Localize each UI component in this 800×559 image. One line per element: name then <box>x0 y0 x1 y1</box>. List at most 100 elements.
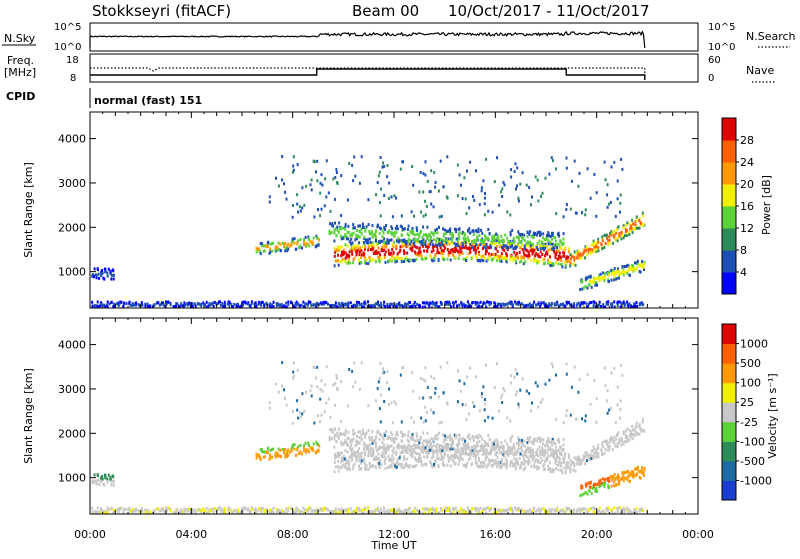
power-cell <box>613 300 616 304</box>
power-cell <box>322 301 325 305</box>
velocity-cell <box>479 465 482 469</box>
velocity-cell <box>517 443 520 447</box>
velocity-cell <box>513 446 516 449</box>
velocity-cell <box>382 509 385 513</box>
power-cell <box>496 239 499 243</box>
power-cell <box>426 301 429 305</box>
power-cell <box>371 304 374 308</box>
velocity-cell <box>632 428 635 432</box>
power-cell <box>204 303 207 307</box>
velocity-cell <box>628 473 631 477</box>
power-cell <box>465 245 467 249</box>
power-cell <box>369 243 372 247</box>
power-cell <box>586 253 589 257</box>
power-cell <box>483 213 486 217</box>
power-cell <box>509 239 512 243</box>
velocity-cell <box>563 510 566 514</box>
velocity-cell <box>205 511 208 515</box>
power-cell <box>519 246 522 250</box>
power-cell <box>365 258 368 262</box>
power-cell <box>580 256 583 260</box>
power-cell <box>91 300 94 304</box>
velocity-cell <box>417 459 420 463</box>
velocity-cell <box>566 462 569 466</box>
velocity-cell <box>297 445 300 449</box>
velocity-cell <box>610 436 613 440</box>
velocity-cell <box>626 437 629 441</box>
power-cell <box>396 252 399 256</box>
velocity-cell <box>557 437 560 441</box>
velocity-cell <box>522 456 525 460</box>
power-cell <box>520 243 523 247</box>
velocity-cell <box>361 511 363 515</box>
power-cell <box>632 305 634 309</box>
velocity-cell <box>638 475 641 479</box>
power-cell <box>410 229 413 233</box>
velocity-cell <box>391 437 394 441</box>
velocity-cell <box>469 437 472 441</box>
velocity-cell <box>400 509 403 513</box>
velocity-cell <box>292 370 295 374</box>
velocity-cell <box>625 440 628 443</box>
velocity-cell <box>381 445 384 449</box>
power-cell <box>354 174 357 178</box>
velocity-cell <box>619 399 622 403</box>
power-cell <box>491 258 494 262</box>
power-cell <box>432 238 435 242</box>
power-cell <box>619 210 621 214</box>
power-cell <box>341 304 344 307</box>
power-cell <box>450 305 452 309</box>
velocity-cell <box>378 464 381 468</box>
velocity-cell <box>491 416 494 420</box>
velocity-cell <box>238 511 241 515</box>
power-cell <box>567 250 570 254</box>
power-cell <box>308 244 311 248</box>
velocity-cell <box>540 507 543 511</box>
power-cell <box>375 243 378 247</box>
velocity-cell <box>395 465 398 469</box>
velocity-cell <box>433 509 436 513</box>
power-cell <box>223 300 226 304</box>
power-cell <box>336 225 339 229</box>
power-cell <box>482 301 485 305</box>
power-cell <box>380 187 383 191</box>
velocity-cell <box>346 459 349 463</box>
power-cell <box>631 231 634 235</box>
velocity-cell <box>624 434 627 438</box>
velocity-cell <box>621 475 624 479</box>
velocity-cell <box>508 507 510 511</box>
velocity-cell <box>432 411 435 415</box>
velocity-cell <box>531 401 533 405</box>
velocity-cell <box>424 463 427 467</box>
velocity-cell <box>426 431 429 435</box>
velocity-cell <box>593 455 596 459</box>
power-cell <box>101 269 104 272</box>
velocity-cell <box>400 420 403 424</box>
power-cell <box>469 250 472 254</box>
power-cell <box>520 259 523 263</box>
power-cell <box>622 266 625 270</box>
power-cell <box>483 196 486 200</box>
power-cell <box>333 247 336 250</box>
power-cell <box>513 240 516 243</box>
power-cell <box>465 259 468 262</box>
power-cell <box>358 181 361 185</box>
power-cell <box>502 181 505 184</box>
velocity-cell <box>413 464 416 468</box>
power-cell <box>480 189 483 193</box>
power-cell <box>454 255 457 259</box>
velocity-cell <box>607 508 609 512</box>
velocity-cell <box>375 466 377 470</box>
power-cell <box>488 246 491 249</box>
velocity-cell <box>554 445 557 449</box>
power-cell <box>607 278 610 282</box>
power-cell <box>387 230 390 234</box>
velocity-cell <box>357 430 360 434</box>
power-cell <box>378 258 381 262</box>
velocity-cell <box>371 430 374 434</box>
power-cell <box>376 302 379 306</box>
power-cell <box>430 258 433 262</box>
power-cell <box>341 301 344 305</box>
power-cell <box>560 247 563 251</box>
power-cell <box>474 302 477 306</box>
